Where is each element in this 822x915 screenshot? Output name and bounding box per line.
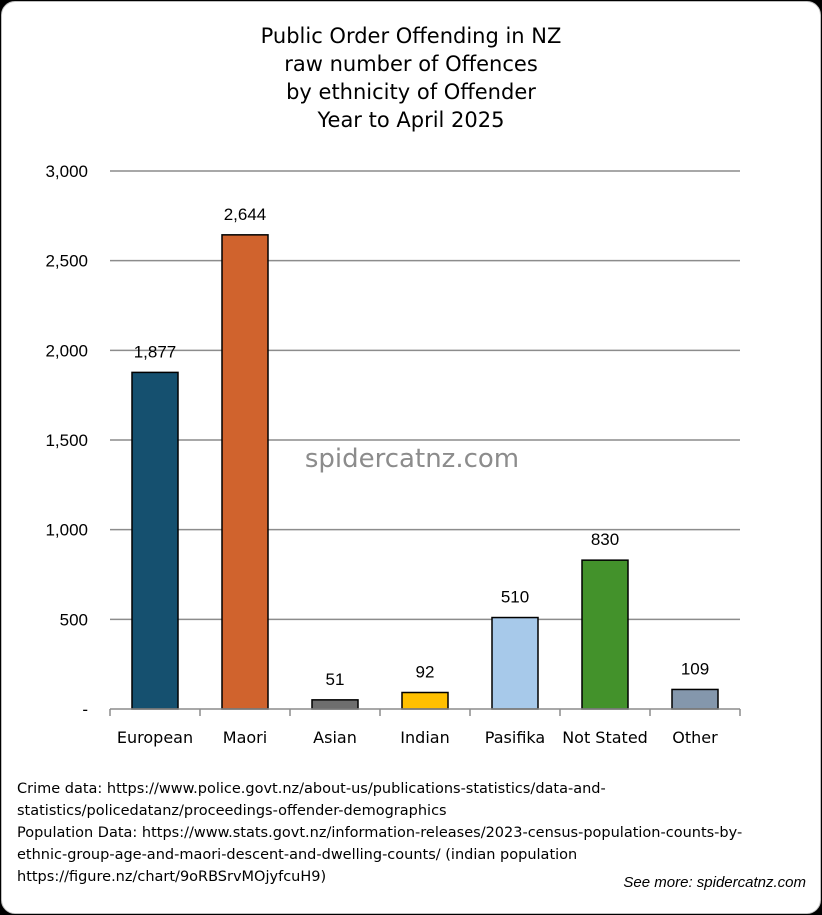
x-tick-label: Indian: [400, 728, 449, 747]
bar-asian: [311, 699, 359, 710]
x-tick-label: European: [117, 728, 193, 747]
title-line-4: Year to April 2025: [317, 108, 505, 132]
note-line-5: https://figure.nz/chart/9oRBSrvMOjyfcuH9…: [17, 869, 327, 885]
data-label: 109: [681, 659, 709, 678]
y-tick-label: 2,500: [45, 252, 88, 271]
bar-other: [671, 688, 719, 710]
see-more-credit: See more: spidercatnz.com: [623, 874, 806, 891]
y-tick-label: 3,000: [45, 162, 88, 181]
title-line-1: Public Order Offending in NZ: [260, 24, 562, 48]
x-tick-label: Asian: [313, 728, 357, 747]
y-tick-label: 1,500: [45, 431, 88, 450]
note-line-3: Population Data: https://www.stats.govt.…: [17, 825, 743, 841]
y-tick-label: 2,000: [45, 341, 88, 360]
y-tick-label: -: [82, 700, 88, 719]
data-label: 830: [591, 530, 619, 549]
data-label: 2,644: [224, 205, 267, 224]
title-line-3: by ethnicity of Offender: [286, 80, 536, 104]
chart-title: Public Order Offending in NZ raw number …: [2, 22, 820, 134]
bar-european: [131, 371, 179, 710]
note-line-2: statistics/policedatanz/proceedings-offe…: [17, 803, 447, 819]
source-notes: Crime data: https://www.police.govt.nz/a…: [17, 778, 812, 888]
data-label: 1,877: [134, 342, 177, 361]
note-line-1: Crime data: https://www.police.govt.nz/a…: [17, 781, 606, 797]
x-tick-label: Other: [672, 728, 718, 747]
data-label: 51: [326, 670, 345, 689]
x-tick-label: Pasifika: [485, 728, 545, 747]
x-tick-label: Maori: [223, 728, 267, 747]
bar-indian: [401, 691, 449, 710]
x-tick-label: Not Stated: [562, 728, 648, 747]
bar-pasifika: [491, 616, 539, 710]
y-tick-label: 1,000: [45, 521, 88, 540]
bar-maori: [221, 234, 269, 710]
y-tick-label: 500: [60, 610, 88, 629]
data-label: 510: [501, 588, 529, 607]
note-line-4: ethnic-group-age-and-maori-descent-and-d…: [17, 847, 578, 863]
watermark: spidercatnz.com: [305, 444, 519, 474]
title-line-2: raw number of Offences: [284, 52, 538, 76]
data-label: 92: [416, 663, 435, 682]
bar-not-stated: [581, 559, 629, 710]
